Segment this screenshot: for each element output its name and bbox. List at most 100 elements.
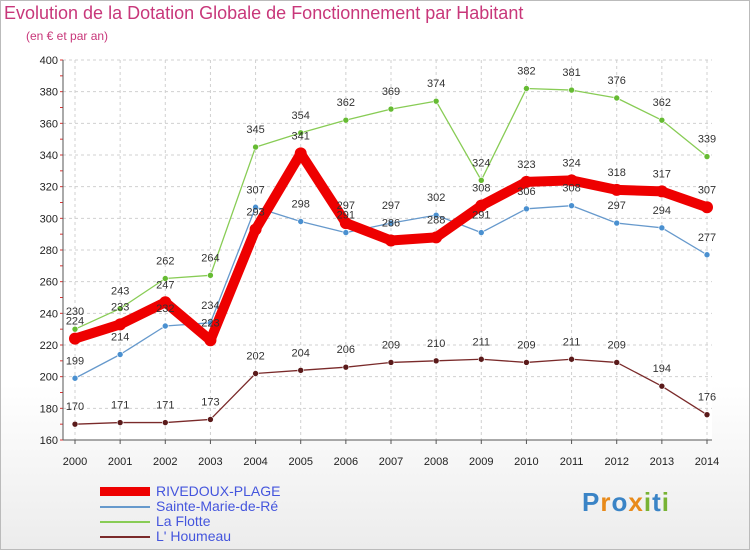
x-tick-label: 2006 (334, 456, 358, 468)
data-point (385, 234, 397, 247)
y-tick-label: 240 (40, 308, 58, 320)
data-point (116, 351, 124, 358)
data-point (432, 97, 440, 105)
y-tick-label: 360 (40, 118, 58, 130)
data-label: 345 (246, 124, 264, 136)
data-label: 223 (201, 317, 219, 329)
data-label: 308 (472, 183, 490, 195)
data-point (342, 116, 350, 124)
x-tick-label: 2002 (153, 456, 177, 468)
data-point (655, 185, 668, 198)
legend-item-rivedoux-plage: RIVEDOUX-PLAGE (100, 483, 360, 499)
data-label: 286 (382, 218, 400, 230)
data-point (703, 411, 711, 418)
data-point (342, 229, 350, 236)
data-label: 291 (472, 210, 490, 222)
series-layer (69, 85, 713, 428)
data-label: 262 (156, 256, 174, 268)
data-label: 297 (382, 200, 400, 212)
line-chart: 160 180 200 220 240 260 280 300 320 340 360 380 400 2… (40, 55, 720, 468)
data-point (523, 359, 530, 366)
data-point (568, 202, 575, 209)
data-point (701, 201, 713, 214)
legend: RIVEDOUX-PLAGE Sainte-Marie-de-Ré La Flo… (100, 483, 360, 544)
grid-layer (63, 59, 712, 441)
data-point (523, 205, 530, 213)
data-label: 297 (608, 200, 626, 212)
logo-letter: i (643, 487, 653, 517)
proxiti-logo: Proxiti (582, 487, 670, 518)
data-label: 214 (111, 332, 129, 344)
data-label: 369 (382, 86, 400, 98)
x-tick-label: 2013 (650, 456, 674, 468)
y-tick-label: 300 (40, 213, 58, 225)
data-label: 224 (66, 316, 84, 328)
data-point (297, 129, 305, 137)
data-point (252, 143, 259, 151)
data-point (477, 177, 485, 184)
data-label: 381 (562, 67, 580, 79)
data-label: 264 (201, 252, 219, 264)
data-label: 173 (201, 396, 219, 408)
data-label: 302 (427, 192, 445, 204)
x-tick-label: 2000 (63, 456, 87, 468)
data-label: 323 (517, 159, 535, 171)
data-label: 288 (427, 214, 445, 226)
data-label: 247 (156, 279, 174, 291)
data-point (294, 147, 307, 160)
data-label: 354 (292, 110, 310, 122)
data-label: 293 (246, 206, 264, 218)
y-tick-label: 380 (40, 87, 58, 99)
data-label: 306 (517, 186, 535, 198)
data-label: 211 (563, 336, 581, 348)
x-tick-label: 2012 (604, 456, 628, 468)
data-label: 171 (111, 400, 129, 412)
data-point (71, 374, 79, 382)
logo-letter: P (582, 487, 601, 517)
data-point (613, 359, 621, 366)
logo-letter: r (600, 487, 612, 517)
legend-item-l-houmeau: L' Houmeau (100, 528, 360, 544)
data-point (432, 211, 440, 219)
legend-label-l-houmeau: L' Houmeau (156, 528, 232, 544)
x-tick-label: 2010 (514, 456, 538, 468)
x-tick-label: 2014 (695, 456, 719, 468)
data-label: 230 (66, 306, 84, 318)
legend-swatch-la-flotte (100, 521, 150, 523)
data-point (432, 357, 440, 365)
data-point (475, 199, 488, 212)
x-tick-label: 2003 (198, 456, 222, 468)
data-point (161, 322, 169, 330)
data-point (71, 420, 79, 428)
data-label: 209 (382, 339, 400, 351)
data-point (114, 318, 127, 331)
x-tick-label: 2008 (424, 456, 448, 468)
legend-item-la-flotte: La Flotte (100, 513, 360, 529)
data-point (658, 116, 666, 124)
data-point (339, 217, 352, 230)
data-point (207, 416, 214, 423)
data-point (249, 223, 262, 236)
data-point (658, 224, 666, 232)
y-tick-label: 180 (40, 403, 58, 415)
data-point (565, 174, 578, 187)
x-tick-label: 2011 (560, 456, 584, 468)
legend-swatch-l-houmeau (100, 536, 150, 538)
data-point (520, 175, 533, 188)
data-label: 194 (653, 363, 671, 375)
data-label: 307 (246, 184, 264, 196)
data-label: 324 (562, 157, 580, 169)
data-label: 291 (337, 210, 355, 222)
chart-title: Evolution de la Dotation Globale de Fonc… (4, 3, 524, 23)
data-label: 376 (608, 75, 626, 87)
data-label: 317 (653, 168, 671, 180)
data-label: 204 (292, 347, 310, 359)
data-point (252, 203, 259, 211)
data-point (387, 359, 395, 366)
legend-label-rivedoux: RIVEDOUX-PLAGE (156, 483, 281, 499)
data-point (523, 85, 530, 92)
data-point (204, 334, 217, 347)
data-point (161, 419, 169, 426)
data-point (568, 355, 575, 363)
y-tick-label: 340 (40, 150, 58, 162)
